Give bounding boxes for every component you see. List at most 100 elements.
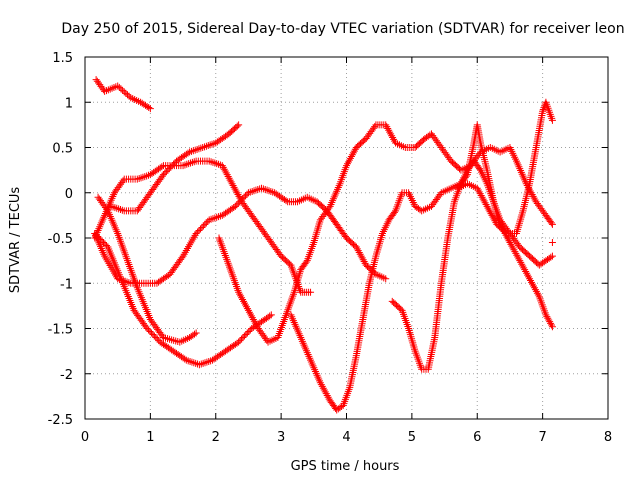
data-point-arc5 xyxy=(233,122,241,130)
data-point-arc6 xyxy=(197,360,205,368)
data-point-arc6 xyxy=(195,361,203,369)
data-point-arc1 xyxy=(115,83,123,91)
data-point-arc8 xyxy=(322,390,330,398)
data-point-arc10 xyxy=(487,210,495,218)
data-point-arc8 xyxy=(528,278,536,286)
data-point-arc3 xyxy=(355,248,363,256)
data-point-arc7 xyxy=(387,130,395,138)
x-ticks: 0 1 2 3 4 5 6 7 8 xyxy=(81,57,612,445)
data-point-arc3 xyxy=(258,184,266,192)
data-point-arc2 xyxy=(119,177,127,185)
y-tick-label: -1 xyxy=(60,277,73,292)
data-point-arc6 xyxy=(150,332,158,340)
data-point-arc2 xyxy=(185,160,193,168)
data-point-arc8 xyxy=(525,273,533,281)
data-point-arc6 xyxy=(181,355,189,363)
data-point-arc6 xyxy=(97,236,105,244)
data-point-arc10 xyxy=(491,217,499,225)
data-point-arc8 xyxy=(529,282,537,290)
data-point-arc10 xyxy=(539,107,547,115)
data-point-arc8 xyxy=(514,253,522,261)
data-point-arc5 xyxy=(167,163,175,171)
data-point-arc5 xyxy=(168,162,176,170)
data-point-arc7 xyxy=(385,126,393,134)
data-point-arc1 xyxy=(122,89,130,97)
data-point-arc2 xyxy=(225,174,233,182)
data-point-arc2 xyxy=(220,165,228,173)
x-tick-label: 1 xyxy=(146,430,154,445)
data-point-arc9 xyxy=(547,253,555,261)
data-point-arc6 xyxy=(153,335,161,343)
data-point-arc7 xyxy=(547,219,555,227)
data-point-arc8 xyxy=(527,277,535,285)
data-point-arc3 xyxy=(192,229,200,237)
data-point-arc8 xyxy=(323,391,331,399)
data-point-arc5 xyxy=(113,204,121,212)
data-point-arc6 xyxy=(266,312,274,320)
data-point-arc8 xyxy=(524,271,532,279)
data-point-arc10 xyxy=(480,197,488,205)
data-point-arc6 xyxy=(238,335,246,343)
data-point-arc3 xyxy=(202,219,210,227)
data-point-arc8 xyxy=(316,379,324,387)
data-point-arc5 xyxy=(184,149,192,157)
x-tick-label: 7 xyxy=(538,430,546,445)
data-point-arc5 xyxy=(159,171,167,179)
data-point-arc6 xyxy=(245,328,253,336)
data-point-arc5 xyxy=(193,145,201,153)
data-point-arc3 xyxy=(353,245,361,253)
data-point-arc10 xyxy=(488,211,496,219)
data-point-arc6 xyxy=(92,231,100,239)
data-point-arc2 xyxy=(183,160,191,168)
data-point-arc3 xyxy=(211,214,219,222)
data-point-arc8 xyxy=(533,289,541,297)
data-point-arc2 xyxy=(187,159,195,167)
data-point-arc8 xyxy=(511,248,519,256)
data-point-arc3 xyxy=(195,226,203,234)
data-point-arc10 xyxy=(475,188,483,196)
y-tick-label: 0 xyxy=(65,187,73,202)
data-point-arc6 xyxy=(98,237,106,245)
data-point-arc7 xyxy=(529,192,537,200)
y-tick-label: 1 xyxy=(65,96,73,111)
data-point-arc8 xyxy=(517,258,525,266)
data-point-arc2 xyxy=(307,288,315,296)
data-point-arc8 xyxy=(534,291,542,299)
data-point-arc10 xyxy=(484,204,492,212)
data-point-arc10 xyxy=(478,193,486,201)
data-point-arc2 xyxy=(223,171,231,179)
data-point-arc3 xyxy=(194,228,202,236)
data-point-arc1 xyxy=(120,88,128,96)
data-point-arc2 xyxy=(207,158,215,166)
data-point-arc10 xyxy=(481,199,489,207)
data-point-arc5 xyxy=(201,143,209,151)
data-point-arc7 xyxy=(382,121,390,129)
x-tick-label: 8 xyxy=(604,430,612,445)
data-point-arc7 xyxy=(349,149,357,157)
data-point-arc6 xyxy=(149,331,157,339)
data-point-arc2 xyxy=(233,189,241,197)
data-point-arc4 xyxy=(103,205,111,213)
data-point-arc6 xyxy=(203,358,211,366)
data-point-arc8 xyxy=(510,246,518,254)
data-point-arc9 xyxy=(548,252,556,260)
data-point-arc2 xyxy=(230,183,238,191)
data-point-arc7 xyxy=(235,288,243,296)
data-point-arc6 xyxy=(152,334,160,342)
data-point-arc7 xyxy=(244,306,252,314)
data-point-arc3 xyxy=(356,250,364,258)
data-point-arc5 xyxy=(206,141,214,149)
y-tick-label: -2 xyxy=(60,368,73,383)
data-point-arc5 xyxy=(116,206,124,214)
data-point-arc7 xyxy=(241,301,249,309)
data-point-arc5 xyxy=(115,205,123,213)
data-point-arc2 xyxy=(226,176,234,184)
data-point-arc7 xyxy=(389,134,397,142)
data-point-arc3 xyxy=(382,275,390,283)
data-point-arc8 xyxy=(521,266,529,274)
data-point-arc8 xyxy=(319,384,327,392)
data-point-arc10 xyxy=(486,208,494,216)
data-point-arc1 xyxy=(145,104,153,112)
data-point-arc2 xyxy=(235,192,243,200)
data-point-arc7 xyxy=(247,312,255,320)
